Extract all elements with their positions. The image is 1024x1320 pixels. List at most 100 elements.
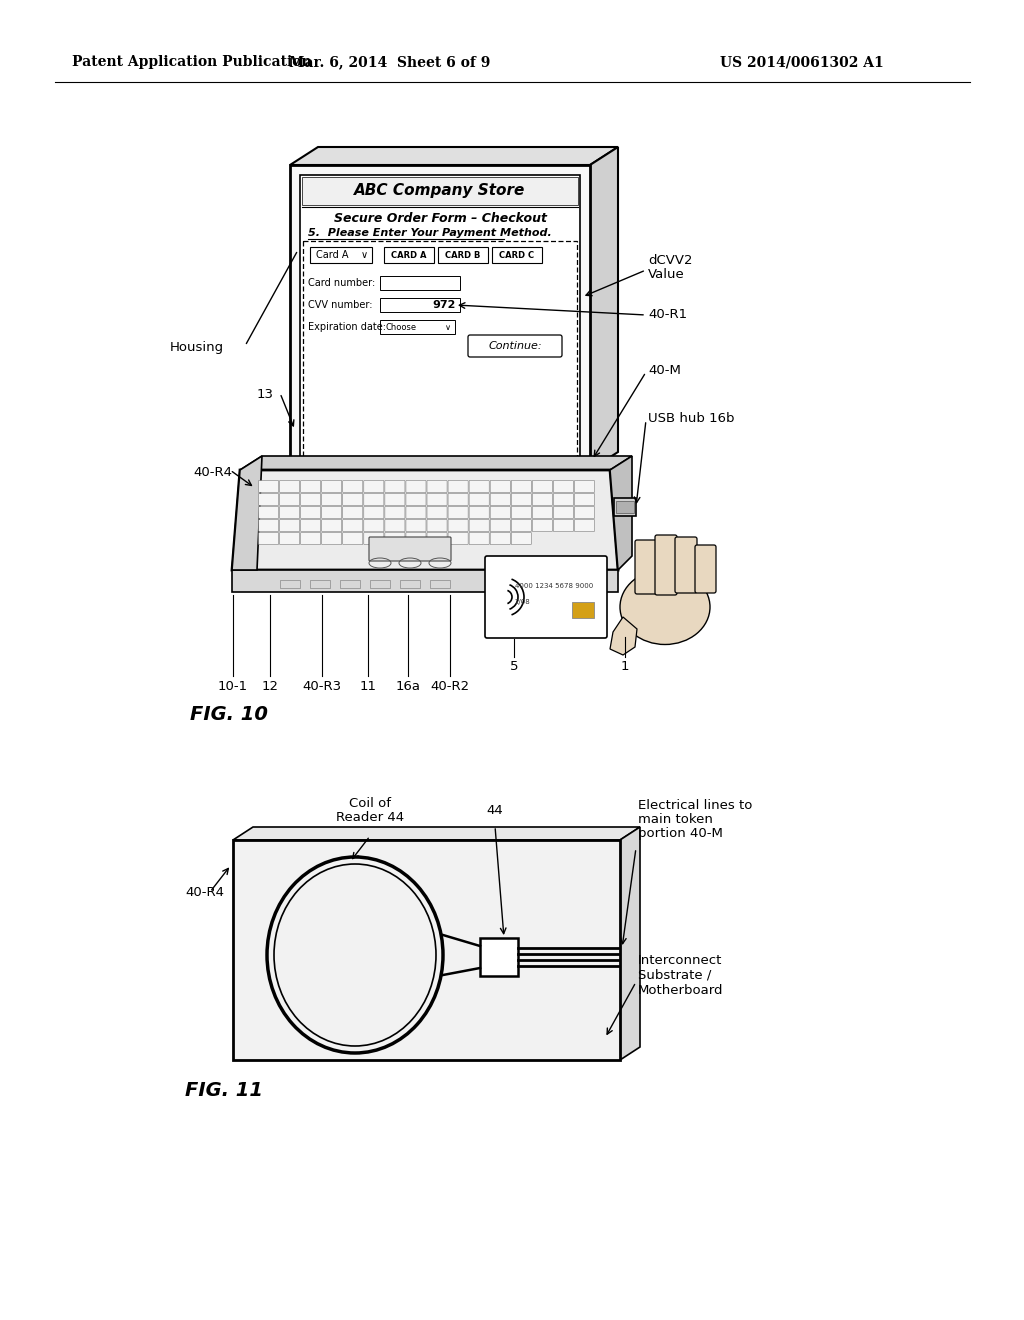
FancyBboxPatch shape: [258, 494, 279, 506]
FancyBboxPatch shape: [322, 520, 342, 532]
FancyBboxPatch shape: [364, 507, 384, 519]
FancyBboxPatch shape: [469, 480, 489, 492]
Text: FIG. 11: FIG. 11: [185, 1081, 263, 1100]
Text: Substrate /: Substrate /: [638, 969, 712, 982]
Ellipse shape: [620, 569, 710, 644]
FancyBboxPatch shape: [406, 532, 426, 544]
Text: Value: Value: [648, 268, 685, 281]
FancyBboxPatch shape: [280, 507, 300, 519]
Polygon shape: [232, 455, 262, 570]
Text: 40-R1: 40-R1: [648, 309, 687, 322]
Text: 40-R4: 40-R4: [193, 466, 232, 479]
Text: 40-R4: 40-R4: [185, 886, 224, 899]
Text: 12: 12: [261, 680, 279, 693]
FancyBboxPatch shape: [553, 480, 573, 492]
FancyBboxPatch shape: [258, 480, 279, 492]
Text: Housing: Housing: [170, 342, 224, 355]
Text: 44: 44: [486, 804, 504, 817]
FancyBboxPatch shape: [427, 480, 447, 492]
FancyBboxPatch shape: [553, 494, 573, 506]
FancyBboxPatch shape: [301, 532, 321, 544]
FancyBboxPatch shape: [574, 480, 595, 492]
Text: 10-1: 10-1: [218, 680, 248, 693]
Text: Interconnect: Interconnect: [638, 953, 722, 966]
FancyBboxPatch shape: [553, 507, 573, 519]
FancyBboxPatch shape: [343, 480, 362, 492]
FancyBboxPatch shape: [258, 532, 279, 544]
FancyBboxPatch shape: [490, 480, 510, 492]
FancyBboxPatch shape: [427, 532, 447, 544]
FancyBboxPatch shape: [614, 498, 636, 516]
FancyBboxPatch shape: [322, 494, 342, 506]
Text: 13: 13: [256, 388, 273, 401]
Text: 5.  Please Enter Your Payment Method.: 5. Please Enter Your Payment Method.: [308, 228, 552, 238]
FancyBboxPatch shape: [635, 540, 657, 594]
FancyBboxPatch shape: [469, 507, 489, 519]
Text: Patent Application Publication: Patent Application Publication: [72, 55, 311, 69]
FancyBboxPatch shape: [511, 494, 531, 506]
Text: 16a: 16a: [395, 680, 421, 693]
FancyBboxPatch shape: [310, 247, 372, 263]
FancyBboxPatch shape: [480, 939, 518, 975]
FancyBboxPatch shape: [449, 480, 468, 492]
FancyBboxPatch shape: [380, 298, 460, 312]
Polygon shape: [233, 840, 620, 1060]
FancyBboxPatch shape: [258, 520, 279, 532]
Polygon shape: [590, 147, 618, 470]
Text: Card number:: Card number:: [308, 279, 375, 288]
Text: US 2014/0061302 A1: US 2014/0061302 A1: [720, 55, 884, 69]
FancyBboxPatch shape: [380, 319, 455, 334]
FancyBboxPatch shape: [364, 494, 384, 506]
FancyBboxPatch shape: [301, 520, 321, 532]
Text: 40-M: 40-M: [648, 363, 681, 376]
FancyBboxPatch shape: [532, 480, 552, 492]
FancyBboxPatch shape: [364, 480, 384, 492]
Text: Coil of: Coil of: [349, 797, 391, 810]
FancyBboxPatch shape: [438, 247, 488, 263]
FancyBboxPatch shape: [427, 494, 447, 506]
FancyBboxPatch shape: [490, 494, 510, 506]
Text: Mar. 6, 2014  Sheet 6 of 9: Mar. 6, 2014 Sheet 6 of 9: [290, 55, 490, 69]
FancyBboxPatch shape: [449, 507, 468, 519]
FancyBboxPatch shape: [385, 480, 404, 492]
FancyBboxPatch shape: [384, 247, 434, 263]
Text: Electrical lines to: Electrical lines to: [638, 799, 753, 812]
Text: CARD C: CARD C: [500, 251, 535, 260]
FancyBboxPatch shape: [322, 480, 342, 492]
Text: 2/08: 2/08: [515, 599, 530, 605]
Text: ∨: ∨: [360, 249, 368, 260]
FancyBboxPatch shape: [385, 507, 404, 519]
FancyBboxPatch shape: [343, 507, 362, 519]
Polygon shape: [610, 455, 632, 570]
FancyBboxPatch shape: [322, 507, 342, 519]
FancyBboxPatch shape: [511, 520, 531, 532]
FancyBboxPatch shape: [369, 537, 451, 561]
FancyBboxPatch shape: [301, 494, 321, 506]
FancyBboxPatch shape: [380, 276, 460, 290]
FancyBboxPatch shape: [280, 532, 300, 544]
FancyBboxPatch shape: [616, 502, 634, 513]
FancyBboxPatch shape: [449, 520, 468, 532]
FancyBboxPatch shape: [449, 494, 468, 506]
FancyBboxPatch shape: [406, 507, 426, 519]
FancyBboxPatch shape: [532, 507, 552, 519]
Text: CARD A: CARD A: [391, 251, 427, 260]
Text: USB hub 16b: USB hub 16b: [648, 412, 734, 425]
Text: 11: 11: [359, 680, 377, 693]
Text: CVV number:: CVV number:: [308, 300, 373, 310]
FancyBboxPatch shape: [343, 494, 362, 506]
FancyBboxPatch shape: [280, 480, 300, 492]
Text: Secure Order Form – Checkout: Secure Order Form – Checkout: [334, 213, 547, 226]
FancyBboxPatch shape: [468, 335, 562, 356]
FancyBboxPatch shape: [343, 532, 362, 544]
Text: 4000 1234 5678 9000: 4000 1234 5678 9000: [515, 583, 593, 589]
FancyBboxPatch shape: [490, 532, 510, 544]
Polygon shape: [300, 176, 580, 459]
Text: portion 40-M: portion 40-M: [638, 828, 723, 840]
FancyBboxPatch shape: [572, 602, 594, 618]
Polygon shape: [620, 828, 640, 1060]
Text: 40-R3: 40-R3: [302, 680, 342, 693]
FancyBboxPatch shape: [280, 520, 300, 532]
Text: Expiration date:: Expiration date:: [308, 322, 386, 333]
FancyBboxPatch shape: [449, 532, 468, 544]
